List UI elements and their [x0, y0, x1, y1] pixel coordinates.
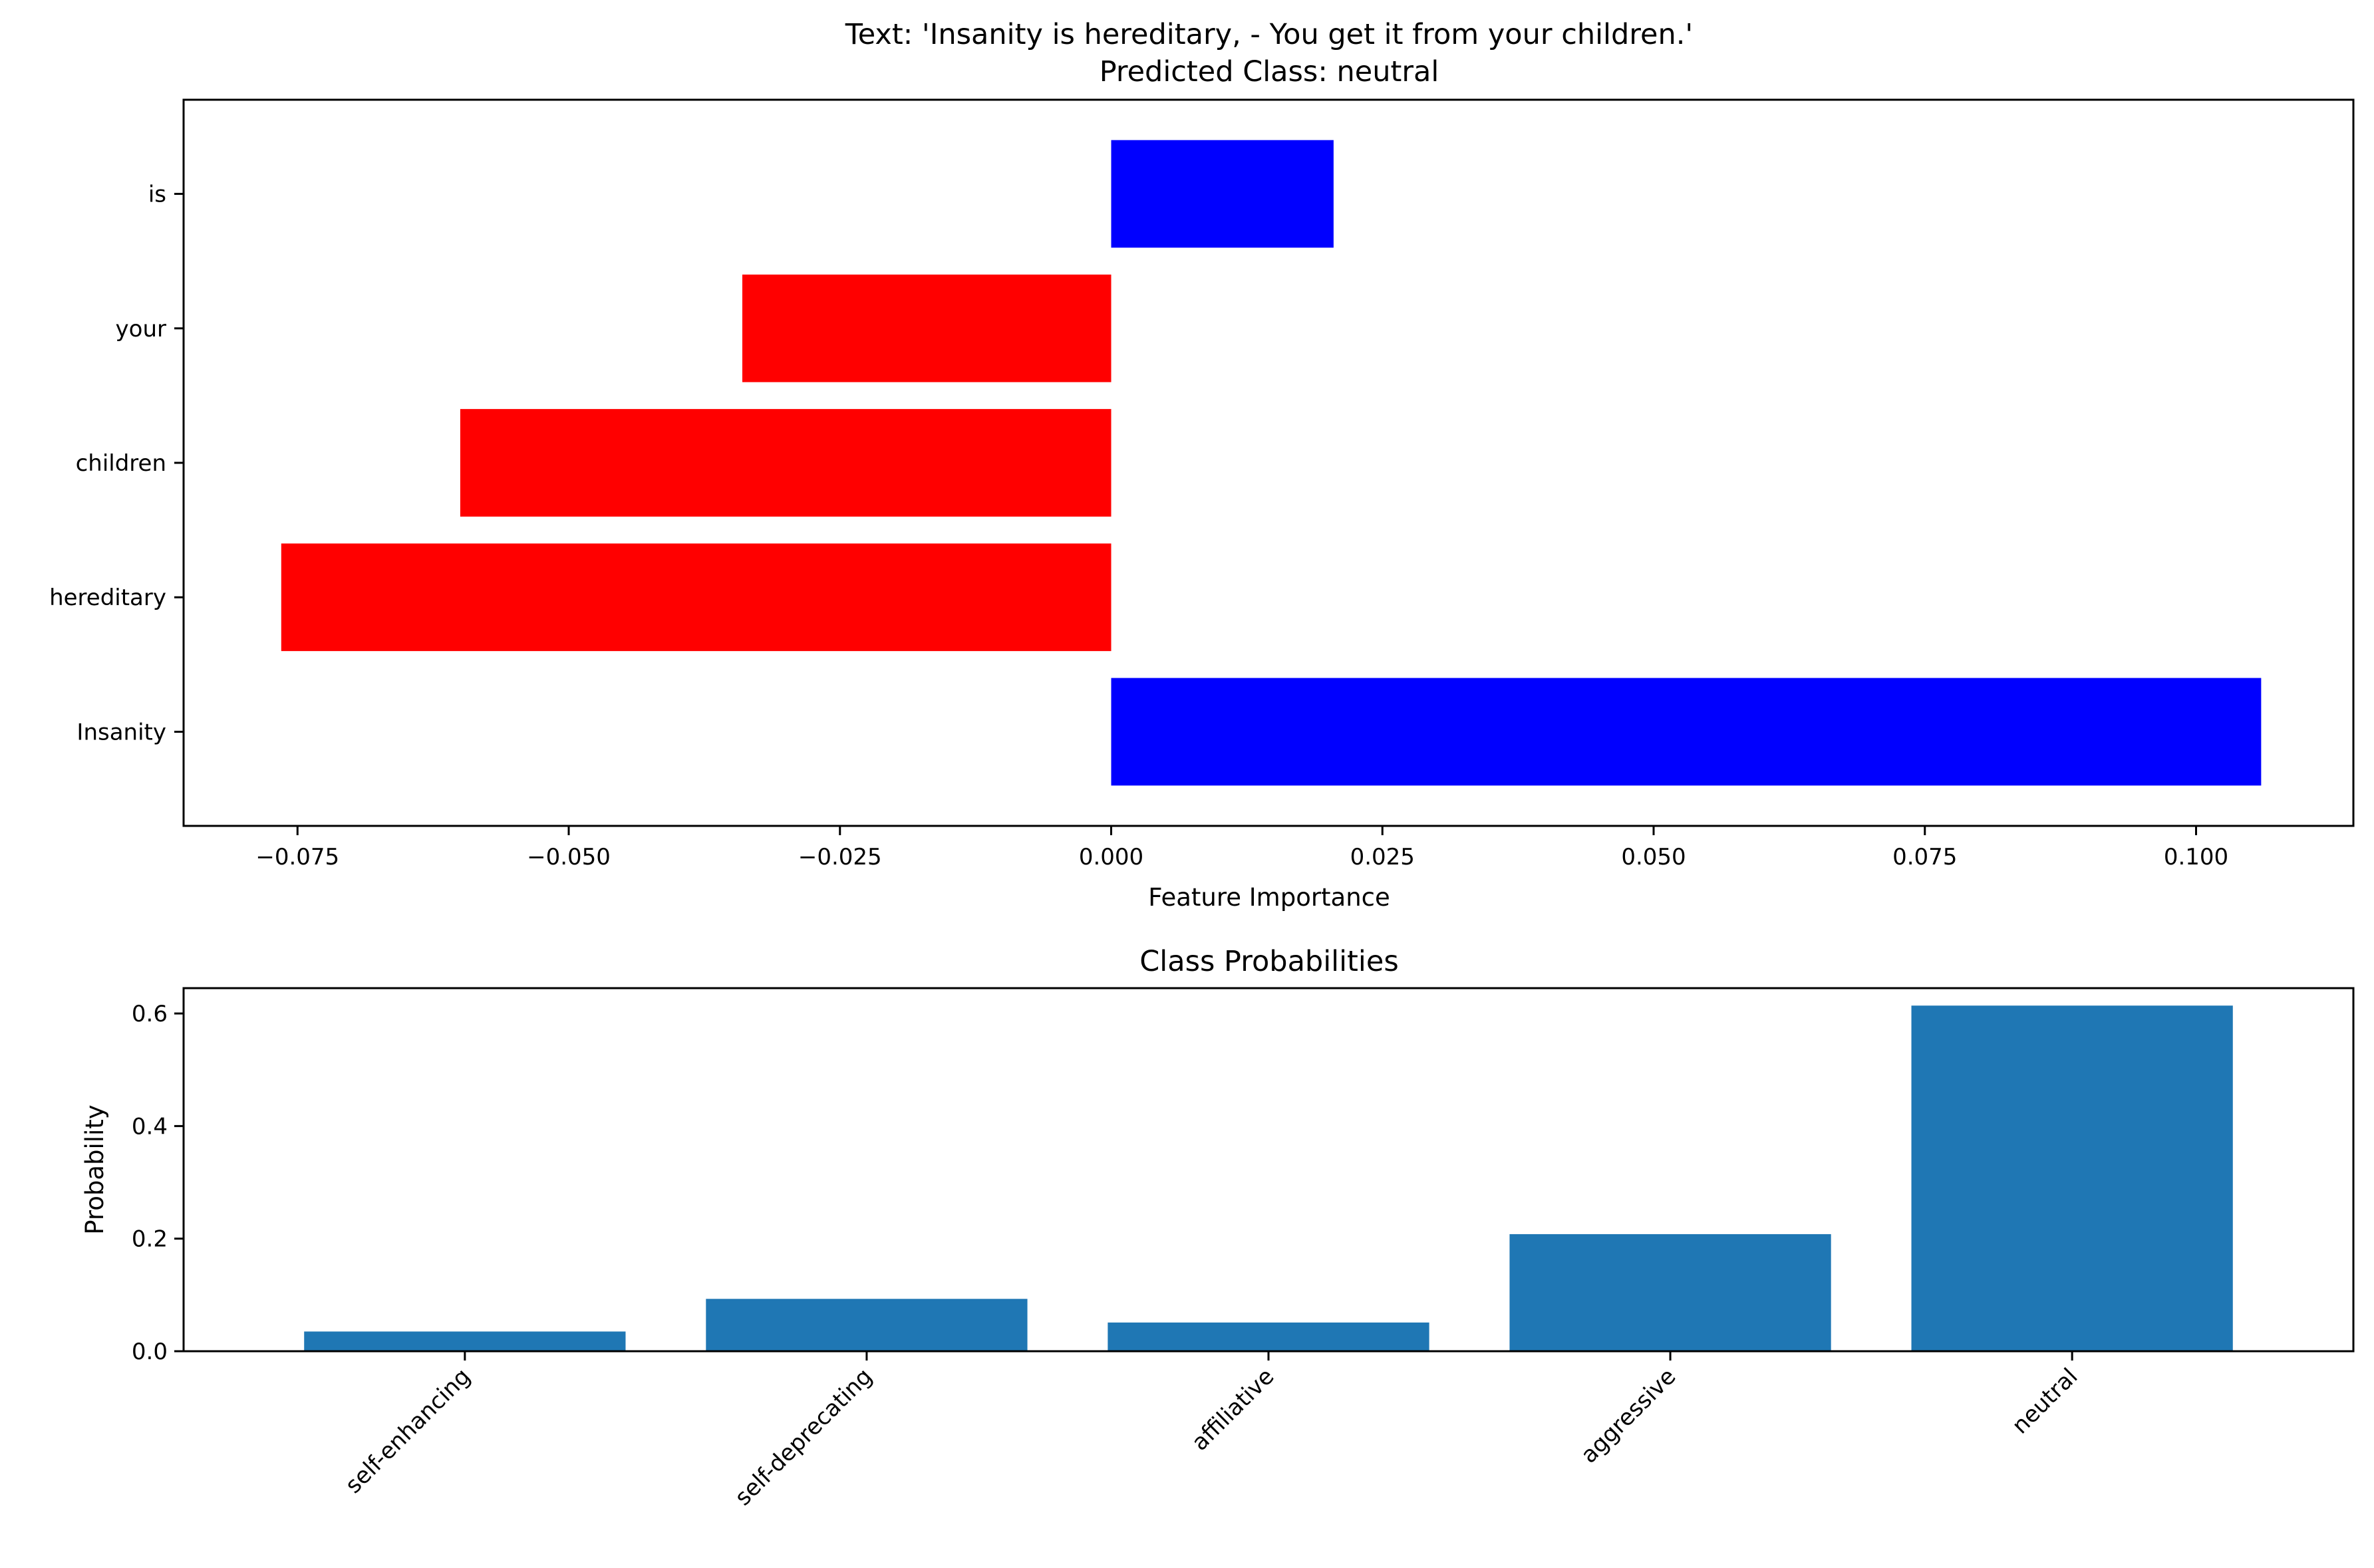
- probability-bar-affiliative: [1108, 1322, 1429, 1351]
- probability-bar-self-deprecating: [706, 1299, 1028, 1351]
- chart1-title-line2: Predicted Class: neutral: [1100, 55, 1439, 88]
- y-tick-label: 0.0: [132, 1339, 168, 1365]
- x-tick-label: 0.025: [1350, 844, 1415, 870]
- y-tick-label-is: is: [148, 182, 166, 208]
- y-tick-label-your: your: [116, 316, 166, 342]
- importance-bar-insanity: [1111, 678, 2262, 786]
- chart2-y-ticks: 0.0 0.2 0.4 0.6: [132, 1001, 184, 1365]
- y-tick-label-insanity: Insanity: [76, 719, 166, 745]
- y-tick-label: 0.2: [132, 1226, 168, 1253]
- x-tick-label: −0.025: [798, 844, 882, 870]
- x-tick-label: 0.075: [1892, 844, 1957, 870]
- importance-bar-children: [460, 409, 1112, 517]
- importance-bar-your: [742, 274, 1112, 382]
- importance-bar-hereditary: [281, 543, 1112, 652]
- chart2-y-axis-label: Probability: [80, 1105, 109, 1235]
- chart1-bars: [281, 140, 2262, 786]
- chart1-y-ticks: Insanity hereditary children your is: [49, 182, 184, 745]
- x-tick-label: −0.075: [255, 844, 339, 870]
- y-tick-label-children: children: [76, 450, 166, 477]
- probability-bar-self-enhancing: [304, 1331, 626, 1351]
- x-tick-label: 0.100: [2164, 844, 2228, 870]
- probability-bar-neutral: [1911, 1005, 2233, 1351]
- chart1-title-line1: Text: 'Insanity is hereditary, - You get…: [845, 18, 1693, 51]
- x-tick-label: 0.050: [1621, 844, 1686, 870]
- chart2-axes-frame: [182, 987, 2355, 1353]
- y-tick-label-hereditary: hereditary: [49, 585, 166, 611]
- y-tick-label: 0.6: [132, 1001, 168, 1027]
- probability-bar-aggressive: [1509, 1234, 1831, 1351]
- chart1-axes-frame: [182, 98, 2355, 827]
- y-tick-label: 0.4: [132, 1113, 168, 1140]
- feature-importance-chart: Text: 'Insanity is hereditary, - You get…: [49, 18, 2355, 912]
- importance-bar-is: [1111, 140, 1334, 248]
- chart2-title: Class Probabilities: [1139, 945, 1398, 978]
- x-tick-label: −0.050: [527, 844, 611, 870]
- x-tick-label: 0.000: [1079, 844, 1143, 870]
- chart1-x-axis-label: Feature Importance: [1148, 883, 1390, 912]
- chart2-bars: [304, 1005, 2233, 1351]
- chart1-x-ticks: −0.075 −0.050 −0.025 0.000 0.025 0.050 0.075 0.…: [255, 826, 2228, 870]
